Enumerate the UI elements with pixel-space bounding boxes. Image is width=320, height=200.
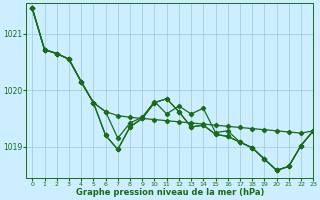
- X-axis label: Graphe pression niveau de la mer (hPa): Graphe pression niveau de la mer (hPa): [76, 188, 264, 197]
